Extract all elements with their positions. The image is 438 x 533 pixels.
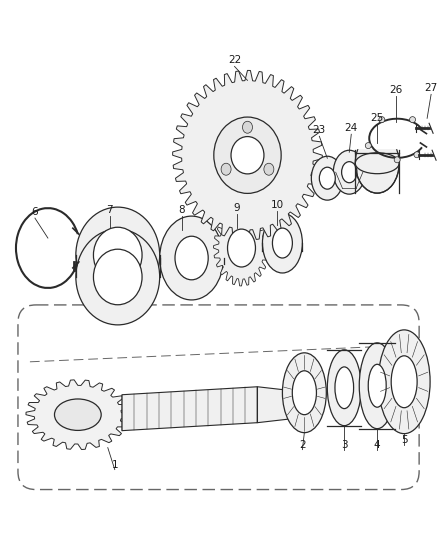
Text: 1: 1 [111,459,118,470]
Ellipse shape [243,121,252,133]
Ellipse shape [227,229,255,267]
Text: 25: 25 [371,114,384,123]
Ellipse shape [355,153,399,174]
Ellipse shape [378,330,430,434]
Ellipse shape [54,399,101,431]
Ellipse shape [221,163,231,175]
Text: 2: 2 [299,440,306,450]
Polygon shape [353,127,401,148]
Polygon shape [26,380,130,449]
Ellipse shape [76,229,160,325]
Ellipse shape [355,133,399,193]
Text: 3: 3 [341,440,348,450]
Text: 5: 5 [401,434,407,445]
Text: 8: 8 [178,205,185,215]
Ellipse shape [93,249,142,305]
Ellipse shape [333,150,365,194]
Ellipse shape [292,371,316,415]
Text: 22: 22 [228,55,241,66]
Ellipse shape [342,161,357,183]
Ellipse shape [391,356,417,408]
Ellipse shape [359,343,395,429]
Ellipse shape [368,364,386,407]
Text: 6: 6 [32,207,38,217]
Ellipse shape [410,117,416,123]
Ellipse shape [76,207,160,303]
Text: 4: 4 [374,440,381,450]
Text: 10: 10 [271,200,284,210]
Polygon shape [173,70,322,240]
Ellipse shape [231,136,264,174]
Ellipse shape [272,228,293,258]
Ellipse shape [262,213,302,273]
Ellipse shape [93,227,142,283]
Text: 7: 7 [106,205,113,215]
Text: 23: 23 [313,125,326,135]
Ellipse shape [327,350,361,426]
Ellipse shape [379,117,385,123]
Polygon shape [214,210,269,286]
Ellipse shape [335,367,353,409]
Ellipse shape [394,157,400,163]
Ellipse shape [414,152,420,158]
Polygon shape [122,387,258,431]
Ellipse shape [160,216,223,300]
Ellipse shape [311,156,343,200]
Ellipse shape [319,167,336,189]
Ellipse shape [283,353,326,433]
Text: 9: 9 [233,203,240,213]
Text: 27: 27 [424,83,438,93]
Polygon shape [258,387,293,423]
Ellipse shape [175,236,208,280]
Text: 26: 26 [389,85,403,95]
Ellipse shape [264,163,274,175]
Text: 24: 24 [345,123,358,133]
Ellipse shape [214,117,281,193]
Ellipse shape [365,143,371,149]
